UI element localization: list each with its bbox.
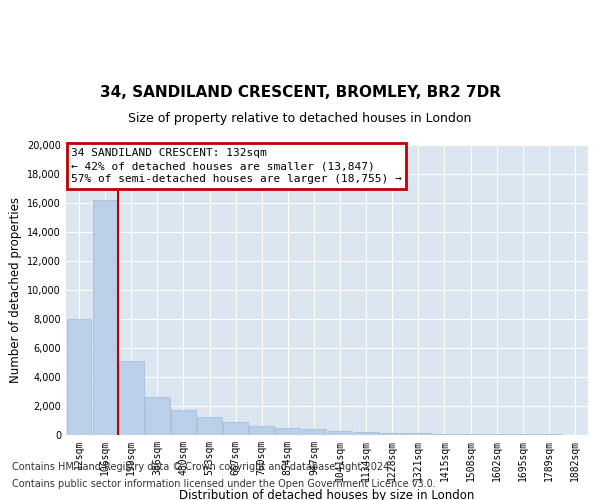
Bar	[171, 410, 196, 435]
Text: Size of property relative to detached houses in London: Size of property relative to detached ho…	[128, 112, 472, 125]
Bar	[302, 430, 326, 435]
Bar	[328, 431, 352, 435]
Bar	[197, 417, 222, 435]
Bar	[67, 319, 91, 435]
Y-axis label: Number of detached properties: Number of detached properties	[9, 197, 22, 383]
Text: Contains HM Land Registry data © Crown copyright and database right 2024.: Contains HM Land Registry data © Crown c…	[12, 462, 392, 472]
X-axis label: Distribution of detached houses by size in London: Distribution of detached houses by size …	[179, 490, 475, 500]
Bar	[511, 434, 535, 435]
Bar	[406, 433, 431, 435]
Bar	[275, 428, 300, 435]
Text: 34, SANDILAND CRESCENT, BROMLEY, BR2 7DR: 34, SANDILAND CRESCENT, BROMLEY, BR2 7DR	[100, 85, 500, 100]
Bar	[145, 398, 170, 435]
Bar	[484, 434, 509, 435]
Bar	[536, 434, 561, 435]
Bar	[250, 426, 274, 435]
Text: 34 SANDILAND CRESCENT: 132sqm
← 42% of detached houses are smaller (13,847)
57% : 34 SANDILAND CRESCENT: 132sqm ← 42% of d…	[71, 148, 402, 184]
Bar	[432, 434, 457, 435]
Bar	[119, 361, 143, 435]
Bar	[380, 432, 404, 435]
Bar	[354, 432, 379, 435]
Text: Contains public sector information licensed under the Open Government Licence v3: Contains public sector information licen…	[12, 479, 436, 489]
Bar	[93, 200, 118, 435]
Bar	[458, 434, 483, 435]
Bar	[223, 422, 248, 435]
